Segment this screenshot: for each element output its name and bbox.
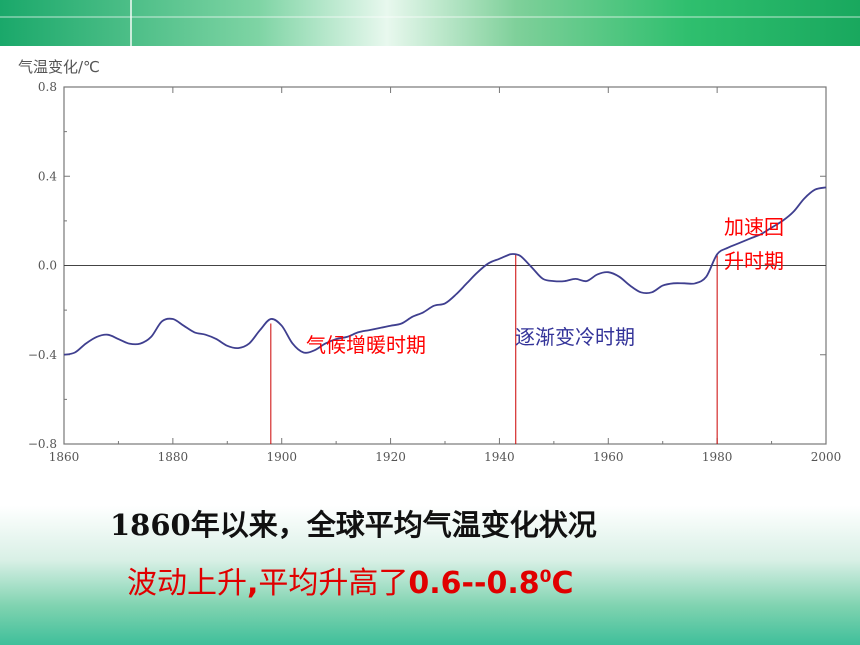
x-tick-label: 1960 — [593, 450, 624, 464]
caption-comma: , — [247, 566, 259, 601]
caption-text: 平均升高了 — [258, 566, 409, 601]
caption-value: 0.6--0.8 — [408, 566, 540, 601]
footer-band — [0, 490, 860, 645]
y-tick-label: 0.4 — [38, 169, 57, 183]
caption-degree: 0 — [539, 567, 552, 587]
series-line — [63, 186, 827, 356]
caption-conclusion: 波动上升,平均升高了0.6--0.80C — [127, 558, 573, 602]
caption-unit: C — [551, 566, 574, 601]
period-markers — [270, 254, 718, 444]
header-band — [0, 0, 860, 46]
x-tick-label: 1860 — [49, 450, 80, 464]
annotation-cooling: 逐渐变冷时期 — [515, 325, 635, 349]
x-tick-label: 2000 — [811, 450, 842, 464]
header-band-divider — [130, 0, 132, 46]
x-tick-label: 1900 — [266, 450, 297, 464]
x-tick-label: 1980 — [702, 450, 733, 464]
y-tick-label: −0.8 — [28, 437, 57, 451]
annotation-warming: 气候增暖时期 — [306, 333, 426, 357]
caption-trend: 波动上升 — [127, 566, 247, 601]
y-tick-label: −0.4 — [28, 348, 58, 362]
caption-title: 1860年以来，全球平均气温变化状况 — [110, 508, 597, 542]
temperature-chart: 气温变化/℃ 1860 1880 1900 1920 1940 1960 1980 2000 0… — [18, 58, 841, 464]
y-axis-label: 气温变化/℃ — [18, 58, 100, 76]
period-annotations: 气候增暖时期 逐渐变冷时期 加速回 升时期 — [306, 215, 784, 357]
x-tick-label: 1940 — [484, 450, 515, 464]
axis-ticks: 1860 1880 1900 1920 1940 1960 1980 2000 0.8 0.4 0.… — [28, 80, 841, 464]
y-tick-label: 0.0 — [38, 259, 57, 273]
x-tick-label: 1920 — [375, 450, 406, 464]
header-band-stripe — [0, 16, 860, 18]
annotation-accelerating-2: 升时期 — [724, 249, 784, 273]
x-tick-label: 1880 — [158, 450, 189, 464]
y-tick-label: 0.8 — [38, 80, 57, 94]
annotation-accelerating-1: 加速回 — [724, 215, 784, 239]
